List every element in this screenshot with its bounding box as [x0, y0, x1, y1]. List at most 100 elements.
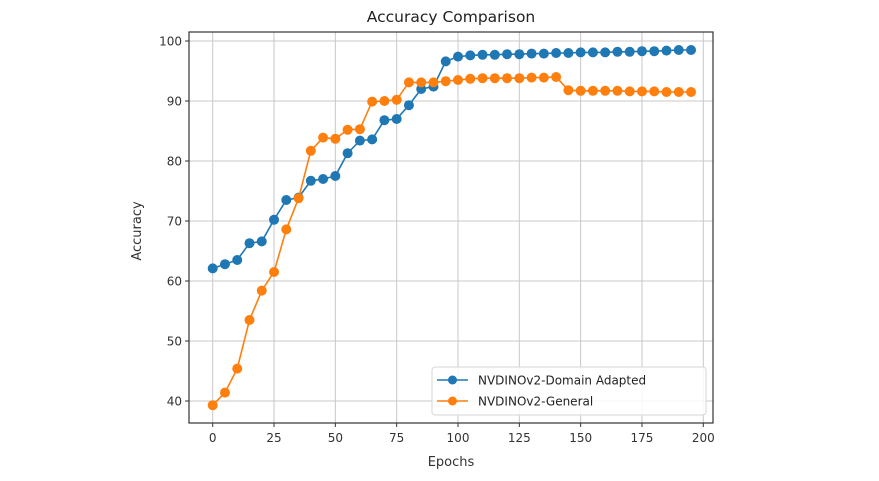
plot-frame [188, 31, 714, 424]
y-tick-label: 80 [167, 155, 182, 169]
y-tick-label: 60 [167, 275, 182, 289]
data-point-marker [391, 114, 402, 124]
x-tick-label: 75 [389, 431, 404, 445]
data-point-marker [600, 47, 611, 58]
data-point-marker [673, 87, 684, 97]
data-point-marker [502, 73, 513, 84]
data-point-marker [526, 48, 537, 59]
data-point-marker [502, 49, 513, 60]
data-point-marker [318, 132, 329, 143]
data-point-marker [342, 124, 353, 135]
data-point-marker [465, 50, 476, 61]
legend: NVDINOv2-Domain Adapted NVDINOv2-General [431, 366, 707, 416]
data-point-marker [649, 46, 660, 57]
data-point-marker [636, 86, 647, 97]
data-point-marker [489, 73, 500, 84]
series-domain-adapted [207, 45, 697, 274]
y-axis-ticks: 40 50 60 70 80 90 100 [159, 35, 189, 409]
y-tick-label: 70 [167, 215, 182, 229]
legend-label: NVDINOv2-Domain Adapted [478, 374, 646, 388]
data-point-marker [440, 56, 451, 67]
data-point-marker [416, 77, 427, 88]
data-point-marker [305, 145, 316, 156]
data-point-marker [563, 85, 574, 96]
x-tick-label: 125 [508, 431, 531, 445]
data-point-marker [281, 224, 292, 235]
data-point-marker [367, 96, 378, 107]
data-point-marker [354, 124, 365, 135]
data-point-marker [661, 87, 672, 97]
legend-marker-icon [448, 375, 457, 385]
data-point-marker [624, 46, 635, 57]
data-point-marker [293, 193, 304, 204]
data-point-marker [538, 72, 549, 83]
x-axis-ticks: 0 25 50 75 100 125 150 175 200 [209, 423, 715, 445]
data-point-marker [551, 72, 562, 82]
data-point-marker [465, 73, 476, 84]
x-tick-label: 100 [447, 431, 470, 445]
data-point-marker [403, 77, 414, 88]
legend-item: NVDINOv2-Domain Adapted [437, 374, 646, 388]
data-point-marker [207, 263, 218, 274]
data-point-marker [269, 267, 280, 277]
data-point-marker [244, 238, 255, 249]
data-point-marker [403, 100, 414, 111]
data-point-marker [244, 315, 255, 325]
data-point-marker [624, 86, 635, 97]
data-point-marker [661, 45, 672, 56]
data-point-marker [514, 49, 525, 60]
data-point-marker [219, 259, 230, 270]
data-point-marker [367, 134, 378, 145]
data-point-marker [686, 87, 697, 97]
data-point-marker [453, 51, 463, 62]
data-point-marker [440, 76, 451, 87]
legend-marker-icon [448, 396, 457, 406]
data-point-marker [600, 85, 611, 96]
data-point-marker [686, 45, 697, 55]
data-point-marker [342, 148, 353, 159]
data-point-marker [649, 86, 660, 97]
data-point-marker [587, 47, 598, 58]
legend-item: NVDINOv2-General [437, 395, 593, 409]
x-tick-label: 50 [328, 431, 343, 445]
data-point-marker [330, 133, 341, 144]
x-axis-label: Epochs [428, 455, 475, 470]
data-point-marker [673, 45, 684, 55]
data-point-marker [232, 363, 243, 374]
data-point-marker [636, 46, 647, 57]
data-point-marker [538, 48, 549, 59]
x-tick-label: 25 [266, 431, 281, 445]
data-point-marker [514, 73, 525, 84]
data-point-marker [354, 135, 365, 146]
data-point-marker [612, 46, 623, 57]
data-point-marker [207, 400, 218, 411]
chart-title: Accuracy Comparison [367, 8, 536, 26]
y-tick-label: 50 [167, 335, 182, 349]
data-point-marker [330, 171, 341, 181]
legend-label: NVDINOv2-General [478, 395, 593, 409]
data-point-marker [219, 387, 230, 398]
data-series [207, 45, 697, 411]
x-tick-label: 0 [209, 431, 217, 445]
data-point-marker [563, 48, 574, 58]
grid-lines [189, 32, 713, 423]
y-tick-label: 100 [159, 35, 182, 49]
data-point-marker [428, 77, 439, 88]
data-point-marker [232, 255, 243, 265]
data-point-marker [281, 195, 292, 205]
x-tick-label: 150 [569, 431, 592, 445]
y-tick-label: 90 [167, 95, 182, 109]
data-point-marker [256, 285, 267, 296]
data-point-marker [453, 75, 463, 85]
data-point-marker [575, 85, 586, 96]
data-point-marker [477, 49, 488, 60]
y-axis-label: Accuracy [130, 201, 145, 261]
data-point-marker [612, 85, 623, 96]
data-point-marker [379, 115, 390, 126]
series-general [207, 72, 697, 411]
data-point-marker [379, 96, 390, 106]
data-point-marker [587, 85, 598, 96]
x-tick-label: 175 [631, 431, 654, 445]
data-point-marker [391, 94, 402, 105]
